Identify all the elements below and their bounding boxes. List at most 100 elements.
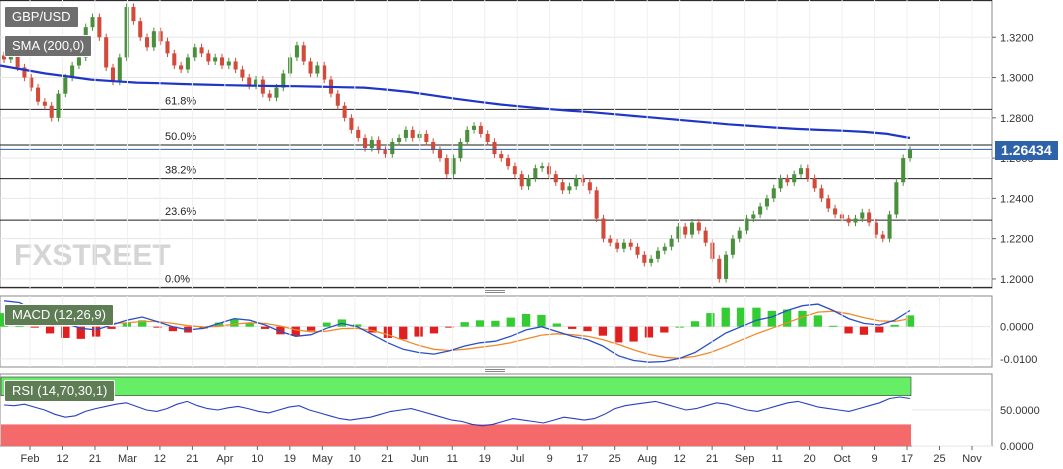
candle-body <box>819 188 824 199</box>
candle-body <box>36 87 41 102</box>
time-tick-label: May <box>312 453 333 465</box>
candle-body <box>267 93 272 98</box>
fib-label: 0.0% <box>165 273 190 285</box>
candle-body <box>104 37 109 68</box>
candle-body <box>97 17 102 38</box>
time-tick-label: 17 <box>901 453 913 465</box>
candle-body <box>390 141 395 155</box>
sma-200-line <box>0 64 911 140</box>
candle-body <box>717 258 722 279</box>
macd-histogram-bar <box>629 326 638 342</box>
macd-histogram-bar <box>491 320 500 327</box>
time-axis: Feb 12 21 Mar 12 21 Apr 10 19 May 10 21 Jun 11 19 Jul 9 1… <box>21 0 982 465</box>
time-tick-label: Oct <box>834 453 851 465</box>
candle-body <box>758 206 763 215</box>
watermark-fx: FXSTREET <box>14 239 171 272</box>
time-tick-label: 21 <box>706 453 718 465</box>
time-tick-label: 11 <box>447 453 458 465</box>
macd-histogram-bar <box>368 326 377 333</box>
candle-body <box>165 41 170 54</box>
time-tick-label: Apr <box>216 453 233 465</box>
macd-histogram-bar <box>614 326 623 343</box>
macd-histogram-bar <box>568 326 577 329</box>
candle-body <box>458 141 463 159</box>
macd-histogram-bar <box>752 307 761 327</box>
candle-body <box>628 242 633 247</box>
candle-body <box>315 65 320 74</box>
price-tick-label: 1.2800 <box>1000 113 1034 125</box>
macd-histogram-bar <box>107 326 116 329</box>
macd-histogram-bar <box>506 317 515 327</box>
candle-body <box>185 57 190 70</box>
time-tick-label: 25 <box>933 453 945 465</box>
price-tick-label: 1.3000 <box>1000 73 1034 85</box>
candle-body <box>90 17 95 28</box>
candle-body <box>512 166 517 175</box>
macd-histogram-bar <box>767 310 776 327</box>
candle-body <box>437 150 442 159</box>
candle-body <box>76 57 81 66</box>
candle-body <box>179 65 184 70</box>
macd-histogram-bar <box>660 326 669 333</box>
panel-resize-handle[interactable] <box>485 369 505 372</box>
macd-histogram-bar <box>214 322 224 327</box>
time-tick-label: 17 <box>576 453 588 465</box>
candle-body <box>608 238 613 243</box>
candle-body <box>124 7 129 58</box>
time-tick-label: 19 <box>479 453 491 465</box>
candlestick-series <box>1 3 913 283</box>
price-axis: 1.32001.30001.28001.26001.24001.22001.20… <box>992 32 1034 286</box>
last-price-tag: 1.26434 <box>995 141 1058 160</box>
candle-body <box>199 47 204 54</box>
candle-body <box>867 212 872 223</box>
candle-body <box>553 174 558 183</box>
candle-body <box>22 67 27 78</box>
candle-body <box>764 198 769 207</box>
macd-histogram-bar <box>475 320 485 327</box>
rsi-oversold-zone <box>1 424 911 446</box>
rsi-line <box>3 396 911 427</box>
rsi-tick-label: 50.0000 <box>1000 405 1040 417</box>
candle-body <box>751 214 756 219</box>
rsi-legend[interactable]: RSI (14,70,30,1) <box>4 380 116 402</box>
macd-histogram-bar <box>813 315 823 327</box>
candle-body <box>519 174 524 187</box>
candle-body <box>29 77 34 88</box>
sma-legend[interactable]: SMA (200,0) <box>4 35 93 57</box>
macd-histogram-bar <box>230 318 239 327</box>
macd-histogram-bar <box>61 326 70 338</box>
macd-panel[interactable]: 0.0000 -0.0100 <box>0 295 1037 368</box>
candle-body <box>601 218 606 239</box>
macd-histogram-bar <box>859 326 869 335</box>
macd-histogram-bar <box>383 326 393 338</box>
time-tick-label: 20 <box>803 453 815 465</box>
time-tick-label: Mar <box>118 453 137 465</box>
rsi-panel[interactable]: 50.0000 0.0000 <box>0 373 1040 453</box>
macd-histogram-bar <box>890 324 899 327</box>
candle-body <box>853 218 858 223</box>
macd-histogram-bar <box>552 323 561 327</box>
price-panel[interactable]: FXSTREET 0.0% 23.6% 38.2% 50.0% 61.8% 1.3200… <box>0 0 1034 289</box>
candle-body <box>567 186 572 191</box>
macd-histogram-bar <box>322 322 331 327</box>
time-tick-label: 21 <box>186 453 198 465</box>
candle-body <box>424 133 429 142</box>
candle-body <box>492 141 497 155</box>
candle-body <box>574 178 579 187</box>
rsi-grid <box>912 409 992 447</box>
candle-body <box>478 125 483 134</box>
macd-line <box>3 300 911 363</box>
macd-histogram-bar <box>521 314 531 327</box>
macd-legend[interactable]: MACD (12,26,9) <box>4 304 114 326</box>
candle-body <box>798 168 804 175</box>
candle-body <box>444 158 449 175</box>
candle-body <box>894 182 899 215</box>
candle-body <box>485 133 490 142</box>
panel-resize-handle[interactable] <box>485 290 505 293</box>
macd-histogram-bar <box>783 309 792 327</box>
fib-label: 38.2% <box>165 165 196 177</box>
candle-body <box>240 69 245 78</box>
symbol-label: GBP/USD <box>4 6 79 28</box>
price-tick-label: 1.2000 <box>1000 274 1034 286</box>
candle-body <box>131 7 136 22</box>
